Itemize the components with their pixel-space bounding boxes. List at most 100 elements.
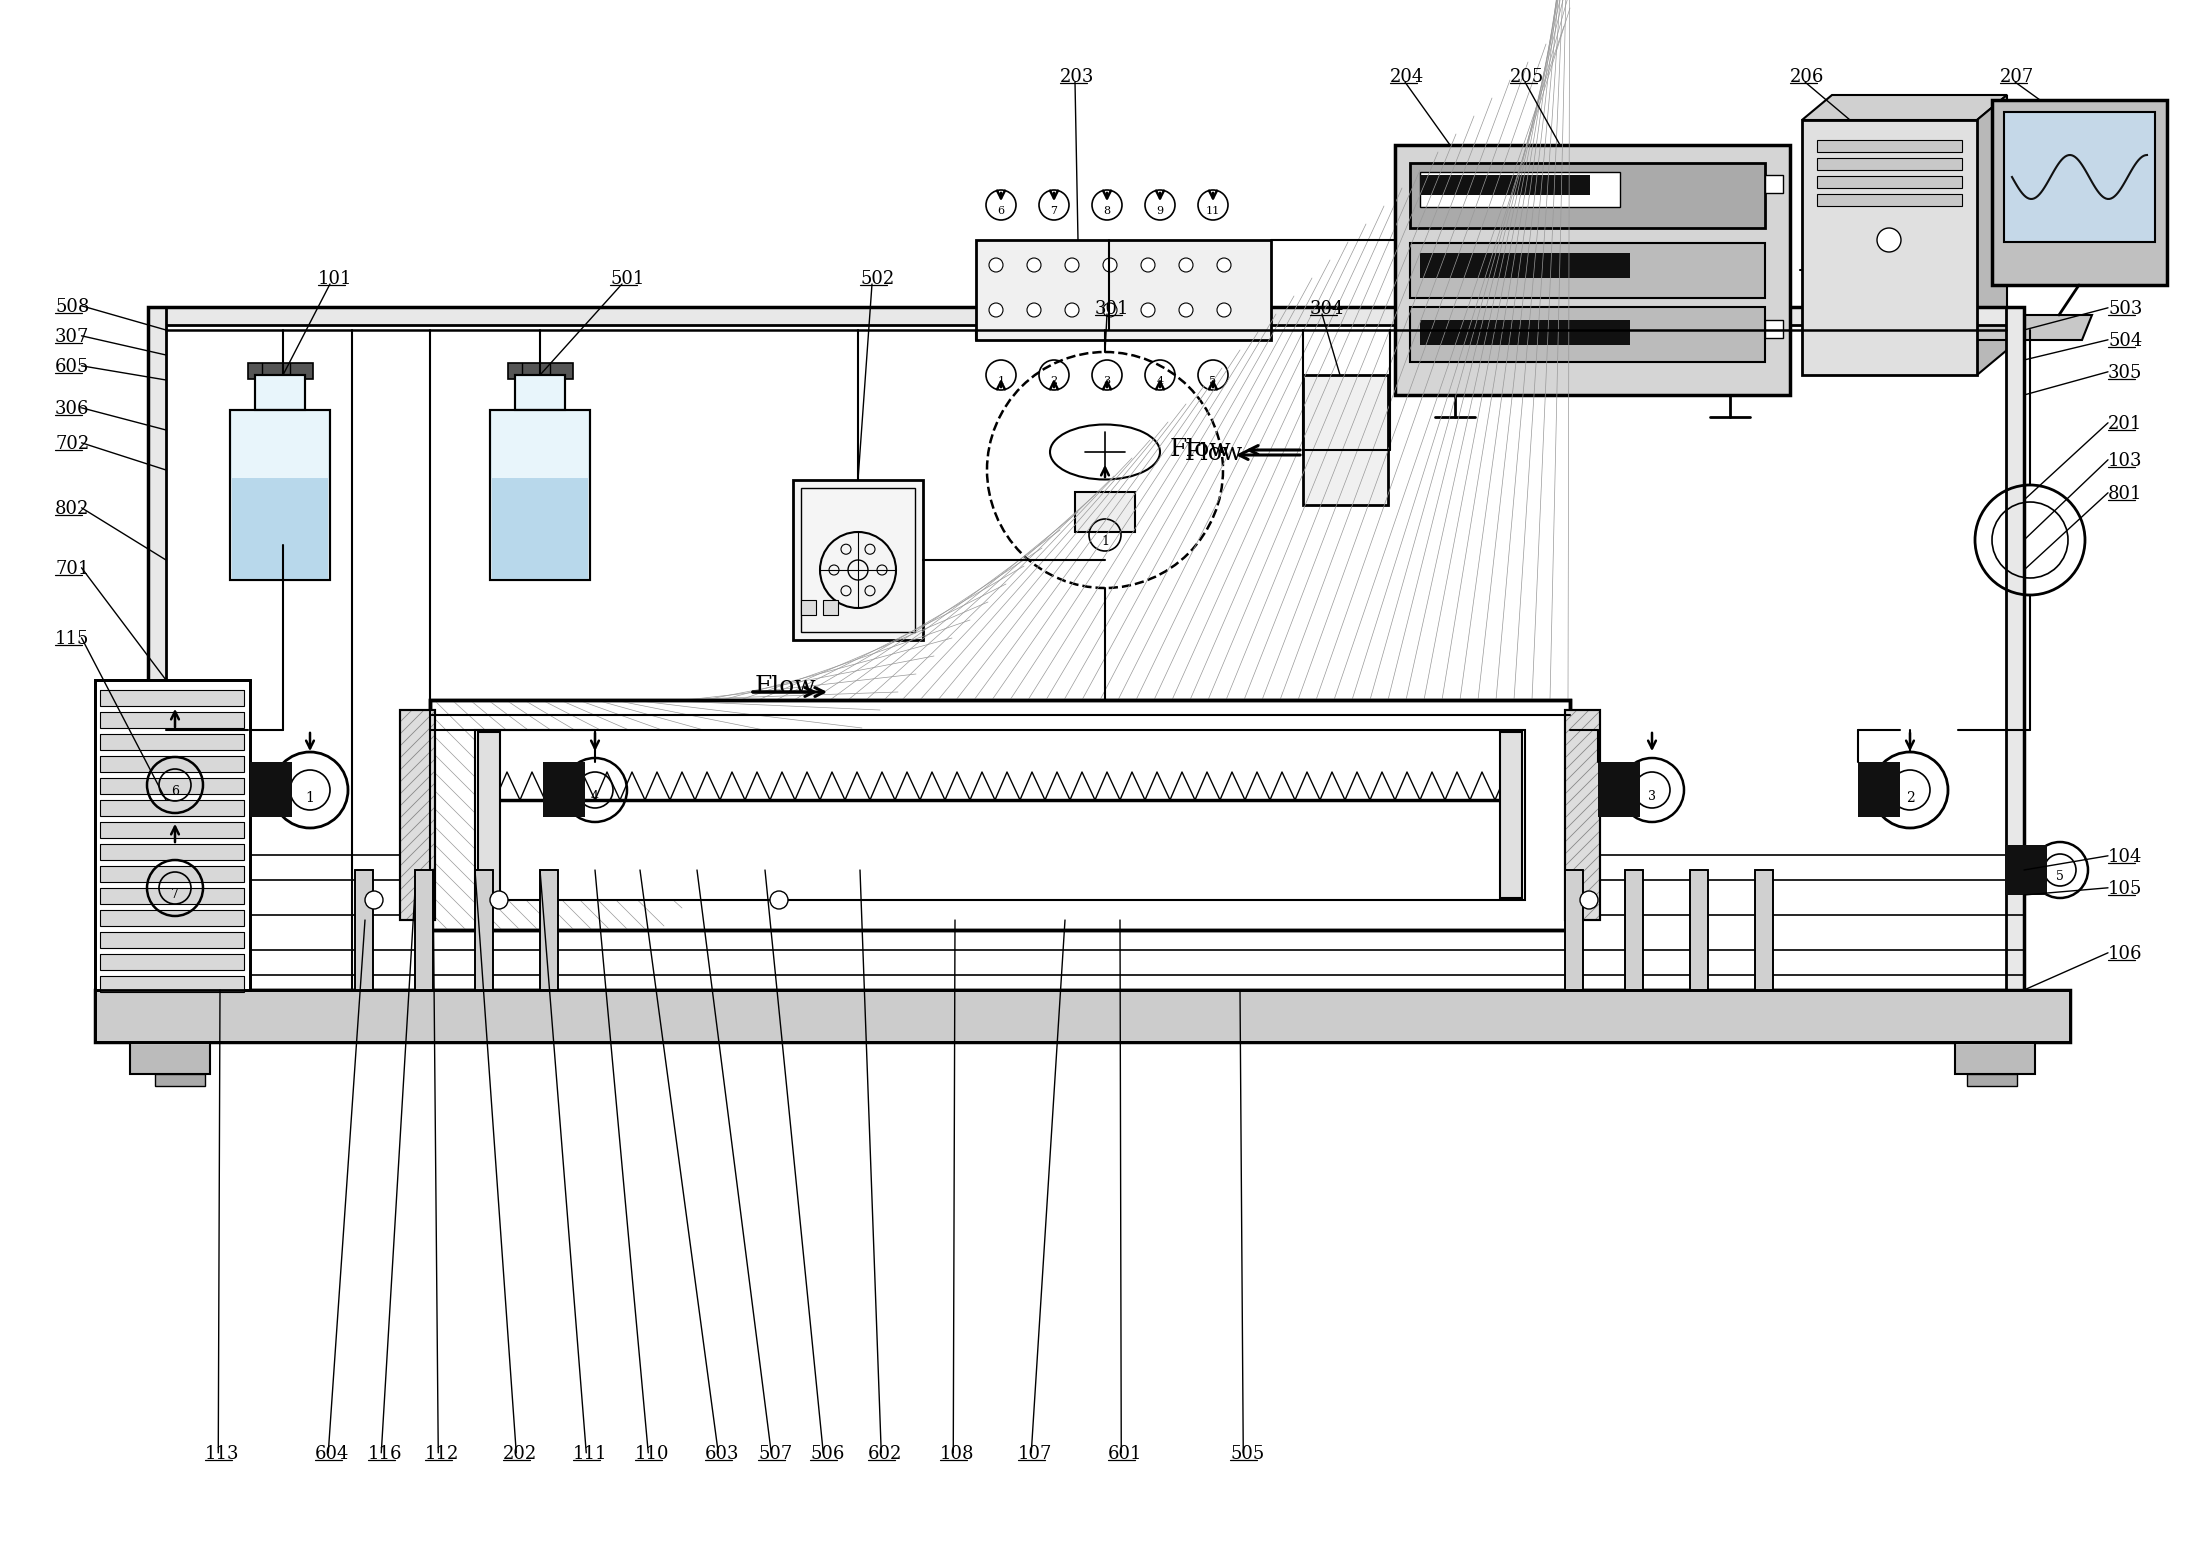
Bar — [355, 870, 373, 989]
Bar — [1410, 162, 1765, 227]
Text: 116: 116 — [368, 1446, 404, 1463]
Bar — [1500, 731, 1522, 898]
Text: 1: 1 — [305, 790, 314, 804]
Text: 6: 6 — [998, 206, 1004, 216]
Bar — [101, 734, 243, 750]
Bar — [101, 778, 243, 795]
Bar — [1691, 870, 1708, 989]
Text: 107: 107 — [1018, 1446, 1053, 1463]
Circle shape — [1217, 303, 1230, 317]
Text: 306: 306 — [55, 400, 90, 417]
Bar — [254, 376, 305, 410]
Bar — [476, 730, 1524, 900]
Text: 605: 605 — [55, 359, 90, 376]
Bar — [1599, 762, 1640, 816]
Text: 9: 9 — [1156, 206, 1164, 216]
Circle shape — [1140, 258, 1156, 272]
Bar — [491, 478, 588, 580]
Bar — [1818, 193, 1963, 206]
Bar — [794, 479, 923, 640]
Bar — [1303, 376, 1388, 506]
Bar — [399, 710, 434, 920]
Circle shape — [1217, 258, 1230, 272]
Bar — [156, 1074, 204, 1085]
Text: 3: 3 — [1103, 376, 1110, 385]
Bar — [1818, 158, 1963, 170]
Ellipse shape — [1050, 425, 1160, 479]
Bar — [129, 1042, 211, 1074]
Text: Flow: Flow — [1184, 442, 1243, 465]
Bar — [1691, 870, 1708, 989]
Bar — [1991, 100, 2167, 284]
Text: 4: 4 — [590, 790, 599, 804]
Bar — [101, 799, 243, 816]
Text: 108: 108 — [941, 1446, 974, 1463]
Bar — [230, 410, 329, 580]
Bar — [355, 870, 373, 989]
Text: 115: 115 — [55, 631, 90, 648]
Text: 307: 307 — [55, 328, 90, 346]
Text: 201: 201 — [2107, 414, 2143, 433]
Bar — [1421, 175, 1590, 195]
Bar — [101, 713, 243, 728]
Bar — [254, 376, 305, 410]
Bar — [476, 870, 493, 989]
Text: 11: 11 — [1206, 206, 1219, 216]
Circle shape — [989, 258, 1002, 272]
Bar — [101, 756, 243, 771]
Bar — [544, 762, 586, 816]
Bar — [1803, 121, 1978, 376]
Bar — [2004, 846, 2046, 895]
Bar — [1421, 172, 1621, 207]
Text: 202: 202 — [502, 1446, 537, 1463]
Bar — [230, 410, 329, 580]
Bar — [94, 989, 2070, 1042]
Bar — [94, 989, 2070, 1042]
Circle shape — [1579, 890, 1599, 909]
Bar — [539, 870, 557, 989]
Bar — [1625, 870, 1643, 989]
Text: 111: 111 — [572, 1446, 607, 1463]
Text: 207: 207 — [2000, 68, 2035, 87]
Text: 4: 4 — [1156, 376, 1164, 385]
Bar — [489, 410, 590, 580]
Bar — [101, 844, 243, 860]
Text: 702: 702 — [55, 434, 90, 453]
Text: 601: 601 — [1107, 1446, 1143, 1463]
Bar — [822, 600, 838, 615]
Bar — [101, 976, 243, 993]
Text: 112: 112 — [425, 1446, 458, 1463]
Text: 2: 2 — [1906, 790, 1914, 804]
Bar — [800, 600, 816, 615]
Text: 110: 110 — [636, 1446, 669, 1463]
Bar — [101, 866, 243, 883]
Bar — [101, 690, 243, 707]
Bar — [430, 700, 1570, 931]
Text: 113: 113 — [204, 1446, 239, 1463]
Polygon shape — [1803, 94, 2007, 121]
Text: 507: 507 — [759, 1446, 792, 1463]
Bar — [1410, 243, 1765, 298]
Bar — [1566, 710, 1601, 920]
Circle shape — [1066, 303, 1079, 317]
Text: 504: 504 — [2107, 332, 2143, 349]
Bar — [1818, 176, 1963, 189]
Text: 103: 103 — [2107, 451, 2143, 470]
Text: 101: 101 — [318, 271, 353, 288]
Text: 802: 802 — [55, 499, 90, 518]
Text: 801: 801 — [2107, 485, 2143, 502]
Text: 1: 1 — [998, 376, 1004, 385]
Text: 503: 503 — [2107, 300, 2143, 318]
Text: 5: 5 — [2057, 869, 2064, 883]
Bar — [1075, 492, 1136, 532]
Bar — [476, 870, 493, 989]
Text: 602: 602 — [868, 1446, 901, 1463]
Bar — [248, 363, 314, 379]
Bar — [1625, 870, 1643, 989]
Text: 604: 604 — [316, 1446, 349, 1463]
Text: 7: 7 — [171, 887, 180, 901]
Bar — [1754, 870, 1772, 989]
Bar — [430, 700, 1570, 931]
Circle shape — [1026, 303, 1042, 317]
Bar — [101, 911, 243, 926]
